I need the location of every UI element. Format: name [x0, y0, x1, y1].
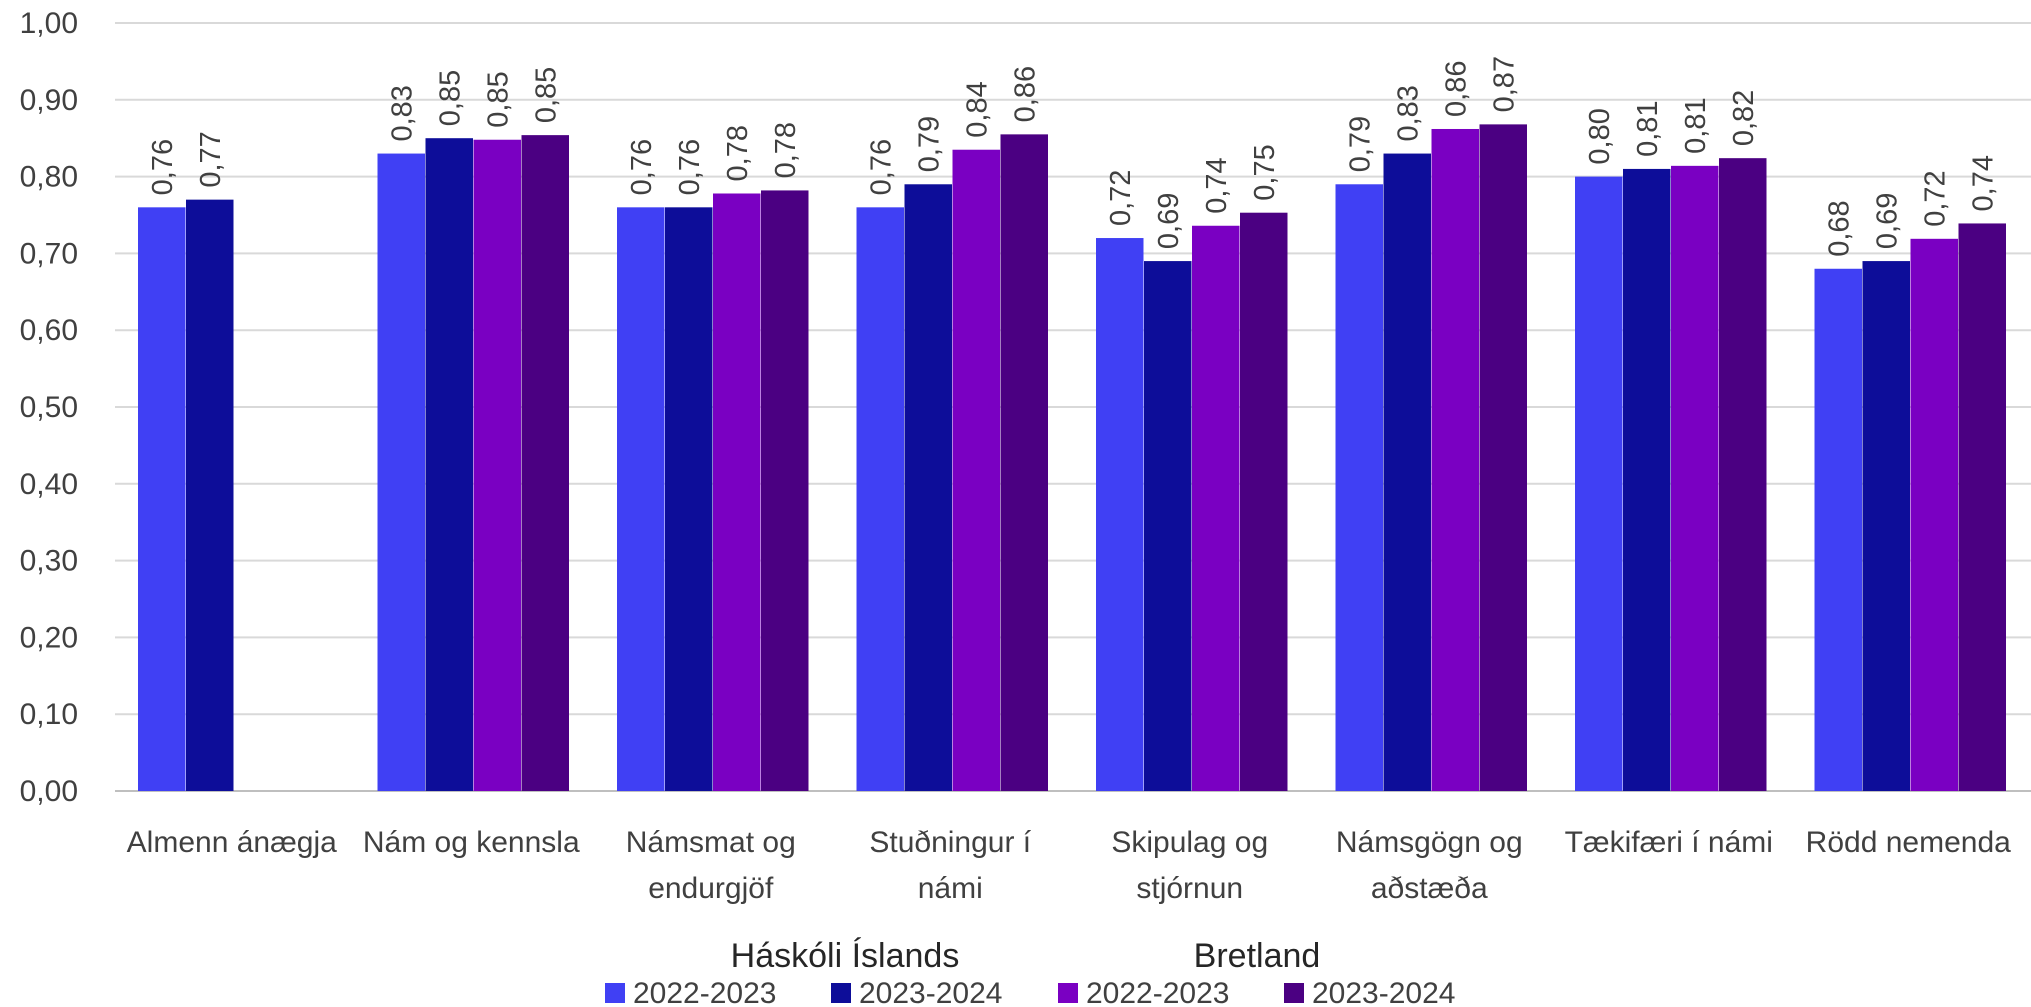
data-label: 0,72	[1920, 170, 1952, 226]
data-label: 0,85	[435, 70, 467, 126]
data-label: 0,81	[1680, 97, 1712, 153]
bar	[1431, 128, 1479, 791]
bar	[904, 184, 952, 791]
y-axis-tick-labels: 0,00 0,10 0,20 0,30 0,40 0,50 0,60 0,70 0,80 0,90…	[20, 7, 78, 808]
data-label: 0,79	[1345, 116, 1377, 172]
bar	[713, 193, 761, 792]
y-tick-label: 0,30	[20, 545, 78, 578]
data-label: 0,69	[1153, 193, 1185, 249]
y-tick-label: 0,10	[20, 698, 78, 731]
data-label: 0,86	[1441, 61, 1473, 117]
bar	[1719, 158, 1767, 792]
legend-group-title: Háskóli Íslands	[731, 937, 960, 975]
legend-label: 2023-2024	[859, 977, 1002, 1007]
data-label: 0,76	[866, 139, 898, 195]
category-label: Námsmat og	[626, 826, 796, 859]
data-label: 0,81	[1632, 100, 1664, 156]
bar	[1814, 268, 1862, 791]
bar	[1479, 124, 1527, 792]
data-label: 0,85	[483, 71, 515, 127]
data-label: 0,84	[962, 81, 994, 137]
bar	[1910, 238, 1958, 792]
data-label: 0,78	[770, 122, 802, 178]
data-label: 0,68	[1824, 200, 1856, 256]
legend-label: 2022-2023	[1086, 977, 1229, 1007]
bar	[1000, 134, 1048, 792]
y-tick-label: 0,60	[20, 314, 78, 347]
data-label: 0,83	[1393, 85, 1425, 141]
y-tick-label: 0,50	[20, 391, 78, 424]
bar	[952, 149, 1000, 792]
y-tick-label: 0,20	[20, 621, 78, 654]
data-labels: 0,76 0,83 0,76 0,76 0,72 0,79 0,80 0,68 0,77 0,85…	[147, 56, 2000, 257]
bar	[473, 139, 521, 792]
y-tick-label: 0,90	[20, 84, 78, 117]
data-label: 0,76	[626, 139, 658, 195]
y-tick-label: 0,80	[20, 161, 78, 194]
bar	[186, 199, 234, 791]
data-label: 0,74	[1968, 155, 2000, 211]
category-label: Rödd nemenda	[1806, 826, 2011, 859]
bar	[761, 190, 809, 791]
data-label: 0,78	[722, 125, 754, 181]
bar	[521, 135, 569, 792]
bar	[1096, 238, 1144, 792]
data-label: 0,80	[1584, 108, 1616, 164]
category-label: Nám og kennsla	[363, 826, 580, 859]
category-label: Stuðningur í	[869, 826, 1031, 859]
legend-label: 2022-2023	[633, 977, 776, 1007]
data-label: 0,76	[147, 139, 179, 195]
data-label: 0,79	[914, 116, 946, 172]
bar	[1240, 212, 1288, 792]
legend-swatch	[831, 983, 851, 1003]
data-label: 0,72	[1105, 170, 1137, 226]
legend-swatch	[1284, 983, 1304, 1003]
category-labels: Almenn ánægja Nám og kennsla Námsmat og end…	[127, 826, 2011, 905]
y-tick-label: 0,70	[20, 237, 78, 270]
category-label: endurgjöf	[648, 872, 774, 905]
bar	[425, 138, 473, 791]
category-label: Námsgögn og	[1336, 826, 1523, 859]
bar	[1335, 184, 1383, 791]
bar	[856, 207, 904, 791]
category-label: stjórnun	[1136, 872, 1243, 905]
bar	[1862, 261, 1910, 792]
bar	[1671, 165, 1719, 791]
legend-swatch	[605, 983, 625, 1003]
data-label: 0,86	[1010, 66, 1042, 122]
data-label: 0,69	[1872, 193, 1904, 249]
bar	[1575, 176, 1623, 792]
bar	[1144, 261, 1192, 792]
bar	[1383, 153, 1431, 791]
y-tick-label: 1,00	[20, 7, 78, 40]
bar	[1623, 168, 1671, 792]
data-label: 0,77	[195, 131, 227, 187]
data-label: 0,85	[531, 67, 563, 123]
legend-group-title: Bretland	[1194, 937, 1321, 975]
data-label: 0,82	[1728, 90, 1760, 146]
category-label: Tækifæri í námi	[1565, 826, 1773, 859]
bar	[138, 207, 186, 791]
y-tick-label: 0,40	[20, 468, 78, 501]
legend-swatch	[1058, 983, 1078, 1003]
category-label: aðstæða	[1371, 872, 1488, 905]
data-label: 0,76	[674, 139, 706, 195]
data-label: 0,74	[1201, 157, 1233, 213]
y-tick-label: 0,00	[20, 775, 78, 808]
bar	[617, 207, 665, 791]
legend-label: 2023-2024	[1312, 977, 1455, 1007]
category-label: námi	[918, 872, 983, 905]
data-label: 0,75	[1249, 144, 1281, 200]
bar	[377, 153, 425, 791]
category-label: Almenn ánægja	[127, 826, 337, 859]
category-label: Skipulag og	[1111, 826, 1268, 859]
bar	[1958, 223, 2006, 791]
bars	[138, 124, 2006, 792]
data-label: 0,83	[387, 85, 419, 141]
bar	[665, 207, 713, 791]
data-label: 0,87	[1489, 56, 1521, 112]
bar	[1192, 225, 1240, 791]
